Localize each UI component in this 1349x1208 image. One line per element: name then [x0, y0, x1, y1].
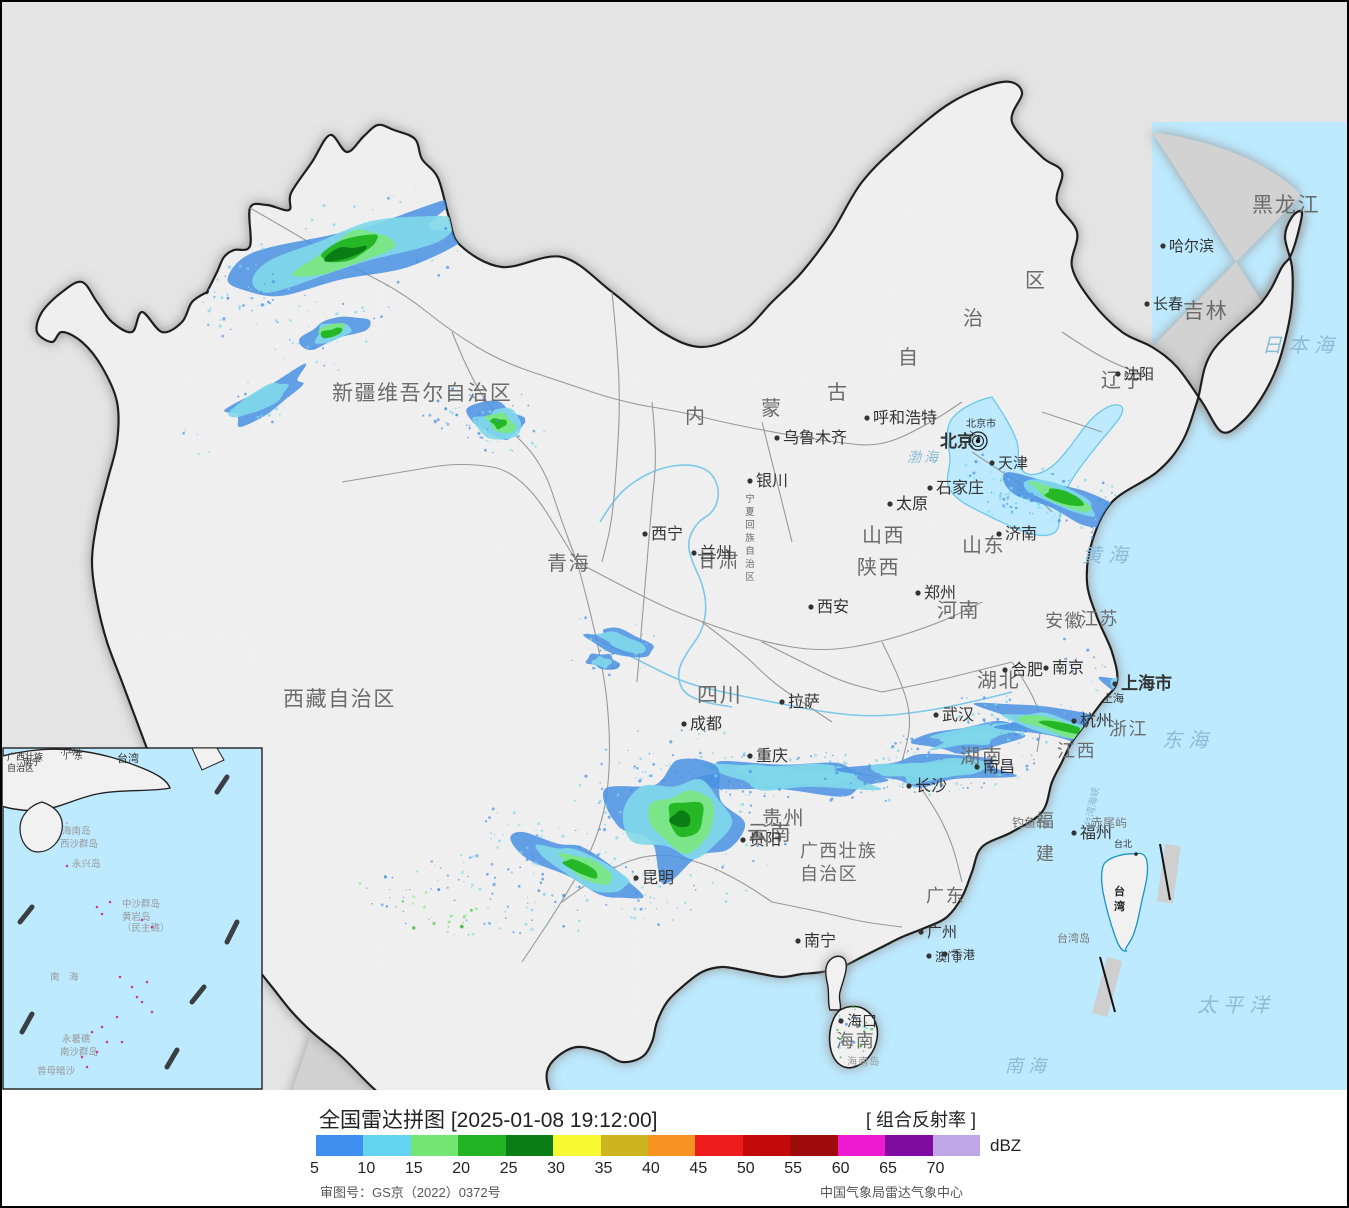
svg-text:南宁: 南宁: [804, 932, 836, 950]
svg-text:黑龙江: 黑龙江: [1252, 194, 1320, 217]
svg-text:杭州: 杭州: [1080, 712, 1112, 730]
svg-text:浙江: 浙江: [1109, 719, 1148, 739]
svg-text:东海: 东海: [1162, 730, 1214, 752]
svg-text:夏: 夏: [745, 507, 755, 518]
svg-text:银川: 银川: [756, 472, 788, 490]
svg-text:南京: 南京: [1052, 659, 1084, 677]
svg-text:拉萨: 拉萨: [788, 693, 820, 711]
svg-text:西宁: 西宁: [651, 525, 683, 543]
svg-text:中沙群岛: 中沙群岛: [122, 898, 160, 910]
svg-text:南沙群岛: 南沙群岛: [60, 1046, 98, 1058]
svg-text:·赤尾屿: ·赤尾屿: [1087, 816, 1127, 830]
svg-text:区: 区: [1025, 270, 1045, 292]
svg-text:台湾: 台湾: [117, 751, 139, 765]
svg-text:长春: 长春: [1153, 296, 1183, 313]
svg-text:上海: 上海: [1102, 691, 1124, 705]
svg-text:建: 建: [1036, 844, 1054, 864]
svg-text:江西: 江西: [1057, 741, 1096, 761]
svg-text:北京: 北京: [940, 431, 974, 451]
svg-text:昆明: 昆明: [642, 870, 674, 887]
svg-text:台湾岛: 台湾岛: [1057, 931, 1090, 945]
svg-text:海南岛: 海南岛: [847, 1055, 881, 1068]
svg-text:太原: 太原: [896, 495, 928, 513]
svg-text:武汉: 武汉: [942, 706, 974, 724]
svg-text:北京市: 北京市: [966, 417, 996, 430]
svg-text:自: 自: [745, 545, 755, 557]
svg-text:南海: 南海: [1005, 1056, 1051, 1076]
svg-text:（民主礁）: （民主礁）: [122, 922, 170, 934]
svg-text:治: 治: [963, 307, 983, 330]
svg-text:乌鲁木齐: 乌鲁木齐: [783, 429, 847, 447]
svg-text:回: 回: [745, 520, 755, 531]
svg-text:成都: 成都: [690, 715, 722, 733]
svg-text:曾母暗沙: 曾母暗沙: [37, 1065, 76, 1077]
svg-text:内: 内: [685, 405, 705, 428]
svg-text:郑州: 郑州: [924, 584, 956, 602]
svg-text:广西壮族: 广西壮族: [800, 841, 877, 861]
svg-text:贵州: 贵州: [762, 807, 805, 830]
svg-text:西沙群岛: 西沙群岛: [60, 838, 98, 850]
svg-text:山西: 山西: [862, 524, 905, 547]
svg-text:自治区: 自治区: [800, 864, 858, 884]
svg-text:台北: 台北: [1114, 838, 1132, 849]
svg-text:钓鱼岛: 钓鱼岛: [1012, 815, 1048, 830]
svg-text:四川: 四川: [697, 684, 742, 707]
svg-text:广东: 广东: [926, 886, 966, 906]
svg-text:永暑礁: 永暑礁: [62, 1033, 91, 1045]
svg-text:天津: 天津: [998, 455, 1028, 472]
svg-text:青海: 青海: [547, 552, 590, 575]
svg-text:黄海: 黄海: [1082, 545, 1134, 567]
svg-text:自: 自: [898, 346, 918, 369]
svg-text:海口: 海口: [847, 1013, 877, 1030]
svg-text:吉林: 吉林: [1183, 300, 1229, 323]
svg-text:海南岛: 海南岛: [62, 825, 91, 837]
svg-text:沈阳: 沈阳: [1124, 366, 1154, 383]
svg-text:贵阳: 贵阳: [749, 831, 781, 849]
svg-text:西藏自治区: 西藏自治区: [283, 688, 396, 711]
svg-text:太平洋: 太平洋: [1197, 995, 1275, 1017]
svg-text:南 海: 南 海: [50, 971, 79, 983]
svg-text:古: 古: [827, 381, 847, 404]
svg-text:台: 台: [1114, 884, 1125, 898]
svg-text:西安: 西安: [817, 598, 849, 616]
svg-text:宁: 宁: [745, 493, 755, 505]
svg-text:黄岩岛: 黄岩岛: [122, 911, 151, 923]
svg-text:哈尔滨: 哈尔滨: [1169, 238, 1214, 255]
svg-text:治: 治: [745, 558, 755, 570]
svg-text:兰州: 兰州: [700, 544, 732, 562]
svg-text:重庆: 重庆: [756, 747, 788, 765]
svg-text:永兴岛: 永兴岛: [72, 858, 101, 870]
svg-text:新疆维吾尔自治区: 新疆维吾尔自治区: [332, 382, 512, 405]
svg-text:长沙: 长沙: [915, 777, 947, 795]
svg-text:山东: 山东: [962, 534, 1005, 557]
svg-text:安徽: 安徽: [1045, 611, 1084, 631]
svg-text:石家庄: 石家庄: [936, 479, 984, 497]
svg-text:渤海: 渤海: [907, 449, 941, 465]
svg-text:广州: 广州: [927, 924, 957, 941]
svg-text:蒙: 蒙: [761, 397, 781, 420]
svg-text:区: 区: [745, 572, 755, 583]
svg-text:江苏: 江苏: [1080, 609, 1119, 629]
svg-text:澳门: 澳门: [935, 949, 959, 964]
svg-text:上海市: 上海市: [1121, 673, 1172, 693]
svg-text:合肥: 合肥: [1011, 661, 1043, 679]
svg-text:·南宁: ·南宁: [20, 756, 41, 767]
svg-text:日本海: 日本海: [1262, 335, 1340, 357]
svg-text:族: 族: [745, 532, 755, 544]
svg-text:南昌: 南昌: [983, 758, 1015, 776]
svg-text:海南: 海南: [836, 1031, 875, 1051]
svg-text:呼和浩特: 呼和浩特: [873, 409, 937, 427]
svg-text:湾: 湾: [1114, 899, 1125, 913]
svg-text:河南: 河南: [937, 599, 980, 622]
svg-text:陕西: 陕西: [857, 556, 900, 579]
svg-text:济南: 济南: [1005, 525, 1037, 543]
